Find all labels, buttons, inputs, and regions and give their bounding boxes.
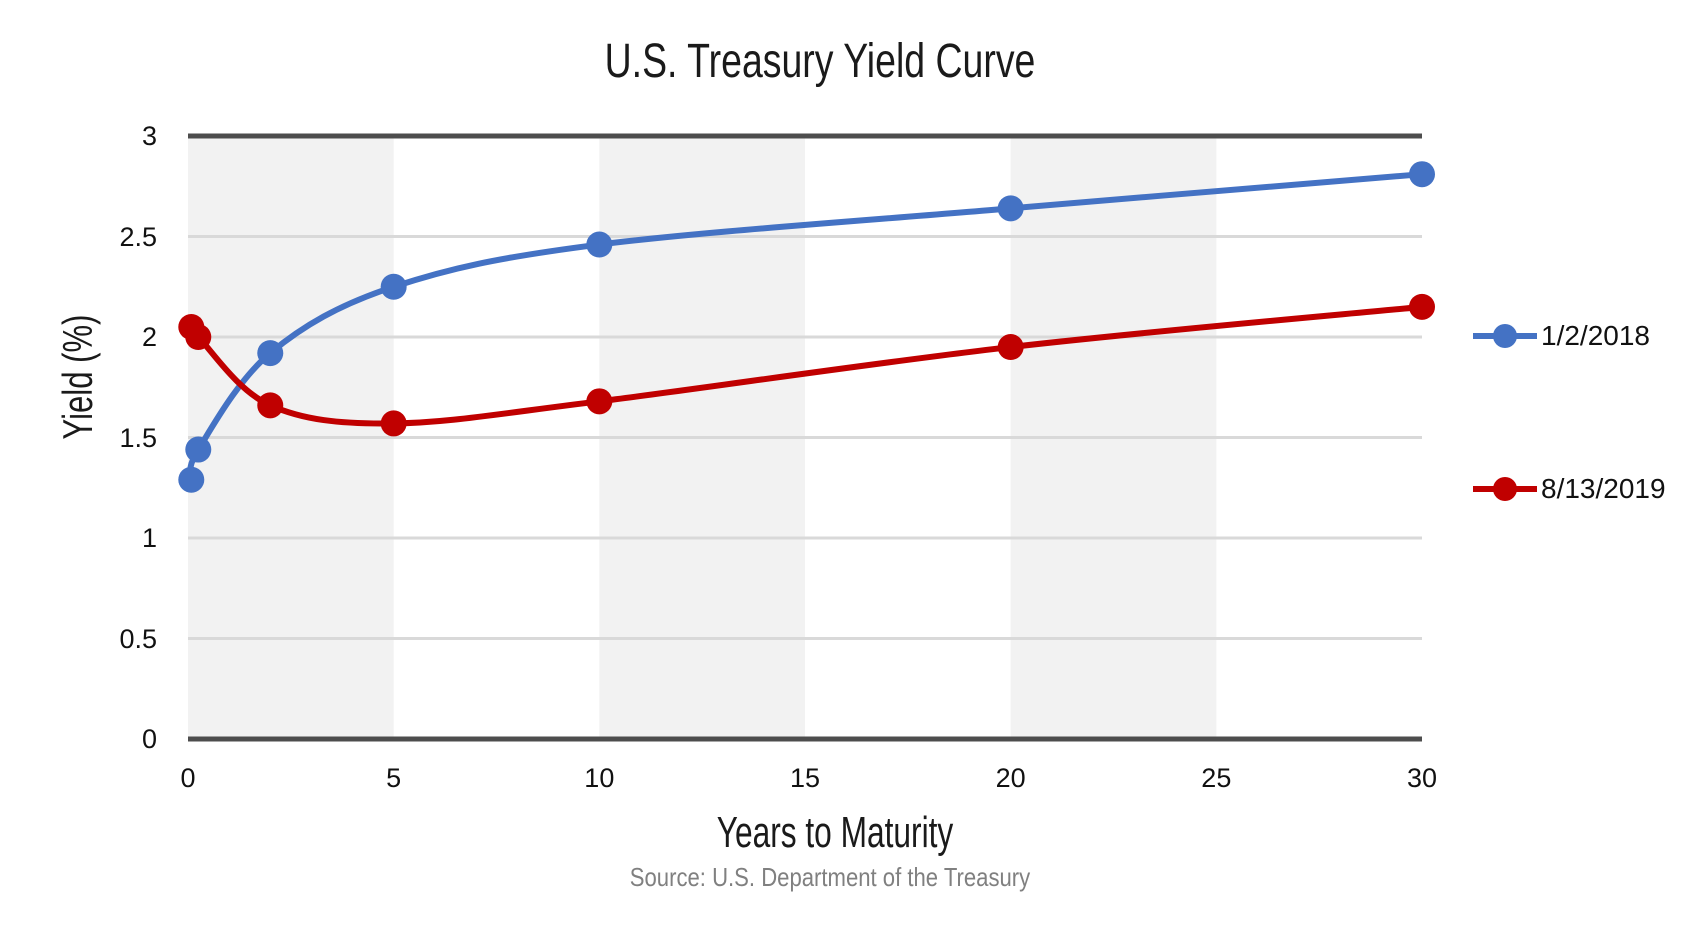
y-tick-label: 1 bbox=[141, 523, 157, 553]
y-tick-label: 2 bbox=[141, 322, 157, 352]
data-point bbox=[185, 324, 212, 350]
y-tick-label: 3 bbox=[141, 121, 157, 151]
data-point bbox=[1409, 293, 1435, 320]
legend-entry-series-1: 1/2/2018 bbox=[1471, 318, 1666, 354]
x-tick-label: 30 bbox=[1406, 763, 1438, 793]
series-line-0 bbox=[187, 171, 1425, 483]
y-tick-label: 0.5 bbox=[119, 623, 157, 654]
data-point bbox=[997, 195, 1024, 222]
data-point bbox=[586, 388, 613, 415]
data-point bbox=[997, 334, 1024, 361]
x-tick-label: 5 bbox=[386, 763, 402, 793]
data-point bbox=[185, 436, 212, 463]
x-tick-label: 10 bbox=[584, 763, 615, 793]
legend-label: 8/13/2019 bbox=[1541, 473, 1666, 504]
y-tick-label: 2.5 bbox=[119, 221, 157, 252]
data-point bbox=[586, 231, 613, 258]
y-tick-label: 0 bbox=[141, 724, 157, 754]
data-point bbox=[178, 466, 205, 493]
x-tick-label: 15 bbox=[789, 763, 821, 793]
data-point bbox=[380, 273, 407, 300]
series-line-1 bbox=[187, 303, 1425, 427]
x-tick-label: 20 bbox=[995, 763, 1026, 793]
legend: 1/2/2018 8/13/2019 bbox=[1471, 318, 1666, 507]
y-tick-label: 1.5 bbox=[119, 422, 157, 453]
legend-line-dot-icon bbox=[1473, 477, 1537, 501]
data-point bbox=[1409, 161, 1435, 188]
data-point bbox=[257, 392, 284, 419]
data-point bbox=[257, 340, 284, 367]
source-note: Source: U.S. Department of the Treasury bbox=[629, 862, 1031, 892]
x-tick-label: 0 bbox=[180, 763, 196, 793]
data-point bbox=[380, 410, 407, 437]
legend-line-dot-icon bbox=[1473, 324, 1537, 348]
x-axis-title: Years to Maturity bbox=[716, 808, 954, 857]
chart-title: U.S. Treasury Yield Curve bbox=[604, 35, 1036, 88]
x-tick-label: 25 bbox=[1201, 763, 1232, 793]
legend-entry-series-2: 8/13/2019 bbox=[1471, 471, 1666, 507]
legend-label: 1/2/2018 bbox=[1541, 320, 1650, 351]
